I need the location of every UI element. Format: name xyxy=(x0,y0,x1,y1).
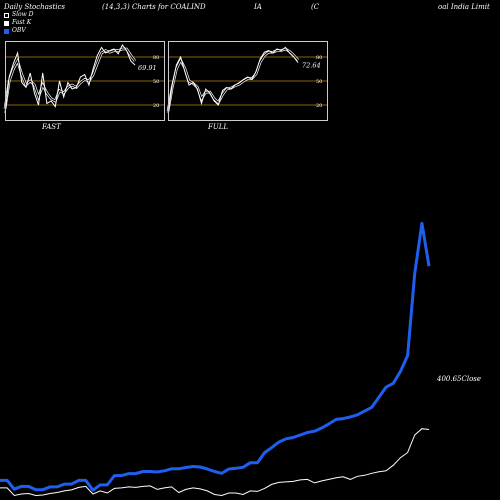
fast-fast-k-line xyxy=(4,44,136,114)
legend-swatch-fast-k xyxy=(4,20,9,26)
legend: Slow D Fast K OBV xyxy=(4,11,34,35)
full-level-label-80: 80 xyxy=(316,55,322,61)
legend-label-obv: OBV xyxy=(12,27,26,34)
legend-label-fast-k: Fast K xyxy=(12,19,32,26)
obv-line xyxy=(0,221,431,492)
full-fast-k-line xyxy=(167,46,299,114)
full-last-value-label: 72.64 xyxy=(302,62,321,70)
chart-header-title: Daily Stochastics xyxy=(4,3,66,11)
close-last-value-label: 400.65Close xyxy=(436,375,481,383)
full-level-label-20: 20 xyxy=(316,103,322,109)
chart-header-company: oal India Limit xyxy=(438,3,490,11)
fast-level-label-20: 20 xyxy=(153,103,159,109)
fast-stochastic-panel xyxy=(5,41,165,121)
close-price-line xyxy=(0,428,430,497)
full-level-label-50: 50 xyxy=(316,79,322,85)
chart-header-params: (14,3,3) Charts for COALIND xyxy=(102,3,206,11)
legend-item-obv: OBV xyxy=(4,27,34,35)
fast-level-label-50: 50 xyxy=(153,79,159,85)
legend-item-fast-k: Fast K xyxy=(4,19,34,27)
full-panel-label: FULL xyxy=(208,123,229,131)
legend-label-slow-d: Slow D xyxy=(12,11,34,18)
legend-swatch-slow-d xyxy=(4,12,9,18)
full-stochastic-panel xyxy=(168,41,328,121)
legend-item-slow-d: Slow D xyxy=(4,11,34,19)
fast-panel-label: FAST xyxy=(42,123,61,131)
chart-header-company-open: (C xyxy=(311,3,320,11)
fast-last-value-label: 69.91 xyxy=(138,64,157,72)
chart-header-symbol-part: IA xyxy=(254,3,262,11)
legend-swatch-obv xyxy=(4,28,9,34)
fast-level-label-80: 80 xyxy=(153,55,159,61)
